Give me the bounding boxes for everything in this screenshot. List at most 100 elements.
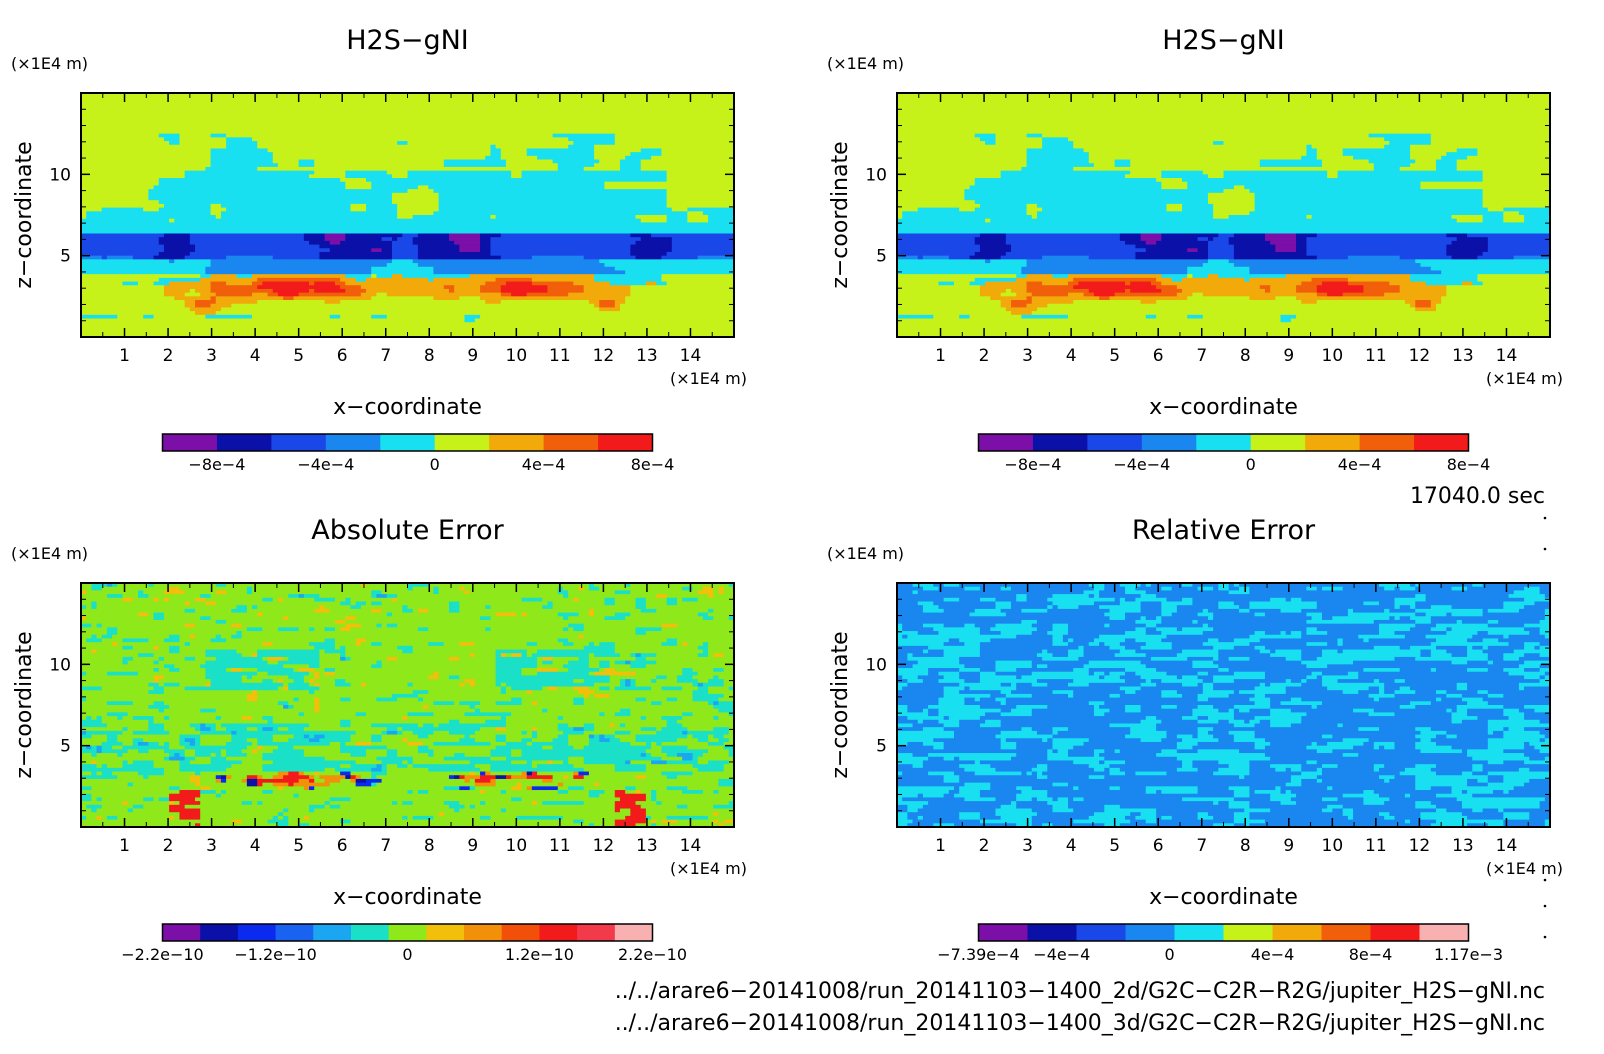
heatmap-cell	[1472, 771, 1489, 776]
heatmap-cell	[557, 686, 574, 691]
heatmap-cell	[402, 605, 409, 610]
heatmap-cell	[1529, 812, 1551, 817]
heatmap-cell	[283, 296, 295, 301]
heatmap-cell	[1073, 760, 1100, 765]
heatmap-cell	[1503, 778, 1530, 784]
heatmap-cell	[897, 126, 1551, 131]
heatmap-cell	[376, 756, 414, 762]
heatmap-cell	[568, 756, 585, 762]
heatmap-cell	[236, 274, 253, 279]
heatmap-cell	[1000, 586, 1012, 591]
heatmap-cell	[314, 281, 336, 286]
heatmap-cell	[1088, 682, 1142, 688]
heatmap-cell	[1233, 255, 1318, 260]
heatmap-cell	[1311, 616, 1323, 621]
heatmap-cell	[557, 590, 569, 595]
heatmap-cell	[1176, 745, 1194, 750]
heatmap-cell	[1140, 645, 1173, 651]
heatmap-cell	[350, 627, 419, 632]
heatmap-cell	[708, 701, 714, 706]
heatmap-cell	[713, 608, 735, 614]
heatmap-cell	[148, 705, 170, 710]
heatmap-cell	[1446, 292, 1551, 297]
heatmap-cell	[1321, 281, 1349, 286]
heatmap-cell	[1254, 741, 1271, 747]
heatmap-cell	[485, 790, 502, 795]
heatmap-cell	[1358, 634, 1406, 640]
heatmap-cell	[138, 594, 149, 599]
heatmap-cell	[1461, 812, 1504, 817]
heatmap-cell	[386, 730, 398, 736]
heatmap-cell	[1301, 697, 1375, 702]
heatmap-cell	[979, 705, 1017, 710]
heatmap-cell	[220, 749, 227, 754]
heatmap-cell	[542, 801, 585, 806]
heatmap-cell	[938, 631, 981, 636]
heatmap-cell	[1213, 727, 1359, 732]
x-tick-label: 13	[1452, 346, 1474, 366]
heatmap-cell	[1482, 251, 1551, 257]
heatmap-cell	[1073, 797, 1085, 802]
heatmap-cell	[897, 671, 929, 677]
heatmap-cell	[459, 786, 471, 791]
heatmap-cell	[1384, 764, 1416, 769]
colorbar-segment	[1305, 434, 1361, 451]
heatmap-cell	[179, 645, 315, 651]
heatmap-cell	[246, 738, 258, 743]
heatmap-cell	[1000, 682, 1012, 688]
heatmap-cell	[897, 590, 914, 595]
heatmap-cell	[640, 790, 652, 795]
heatmap-cell	[676, 804, 688, 810]
heatmap-cell	[153, 797, 160, 802]
heatmap-cell	[1207, 240, 1230, 246]
heatmap-cell	[1202, 682, 1214, 688]
heatmap-cell	[578, 597, 606, 603]
heatmap-cell	[443, 801, 460, 806]
heatmap-cell	[397, 749, 419, 754]
heatmap-cell	[1182, 178, 1484, 183]
heatmap-cell	[1487, 248, 1551, 253]
heatmap-cell	[897, 634, 903, 640]
heatmap-cell	[495, 682, 502, 688]
heatmap-cell	[96, 808, 129, 813]
heatmap-cell	[1524, 745, 1536, 750]
heatmap-cell	[552, 738, 569, 743]
heatmap-cell	[943, 608, 976, 614]
heatmap-cell	[1342, 793, 1380, 799]
heatmap-cell	[1290, 790, 1365, 795]
heatmap-cell	[1342, 152, 1411, 157]
heatmap-cell	[81, 601, 92, 606]
heatmap-cell	[1047, 801, 1069, 806]
heatmap-cell	[599, 303, 616, 309]
heatmap-cell	[897, 222, 1551, 227]
heatmap-cell	[1399, 616, 1411, 621]
heatmap-cell	[1135, 815, 1157, 821]
heatmap-cell	[96, 797, 103, 802]
heatmap-cell	[511, 686, 543, 691]
heatmap-cell	[1415, 608, 1484, 614]
heatmap-cell	[106, 712, 129, 717]
heatmap-cell	[583, 730, 616, 736]
heatmap-cell	[897, 664, 914, 669]
heatmap-cell	[272, 727, 279, 732]
heatmap-cell	[1327, 804, 1344, 810]
heatmap-cell	[81, 738, 108, 743]
heatmap-cell	[314, 170, 346, 175]
heatmap-cell	[314, 288, 346, 294]
heatmap-cell	[917, 255, 924, 260]
heatmap-cell	[1140, 705, 1162, 710]
heatmap-cell	[619, 159, 642, 164]
y-tick-label: 5	[60, 247, 71, 267]
heatmap-cell	[371, 248, 383, 253]
heatmap-cell	[511, 292, 528, 297]
heatmap-cell	[1384, 144, 1411, 150]
heatmap-cell	[158, 708, 165, 713]
heatmap-cell	[412, 645, 585, 651]
heatmap-cell	[723, 745, 735, 750]
colorbar-tick-label: 4e−4	[1338, 455, 1382, 474]
heatmap-cell	[1503, 708, 1520, 713]
heatmap-cell	[86, 671, 108, 677]
heatmap-cell	[1467, 155, 1551, 161]
heatmap-cell	[1373, 679, 1380, 684]
heatmap-cell	[433, 296, 460, 301]
